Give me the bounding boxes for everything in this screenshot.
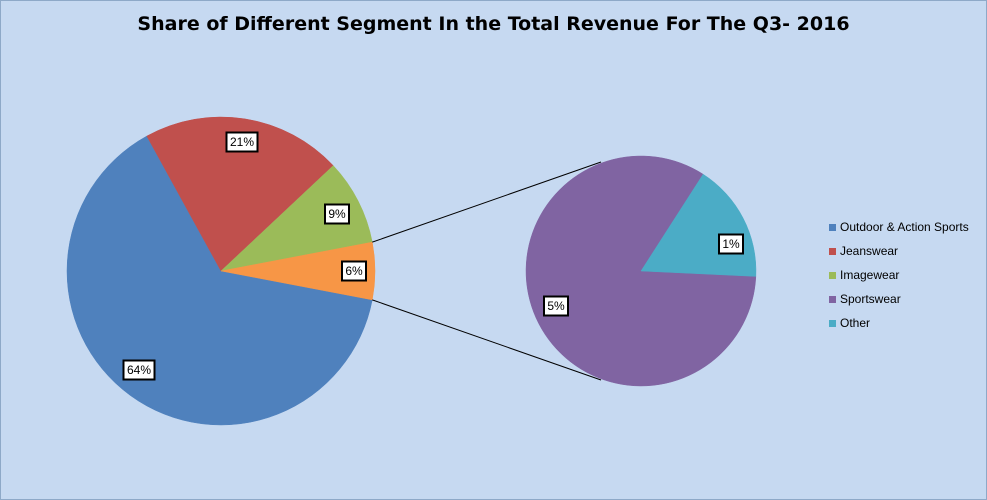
chart-title: Share of Different Segment In the Total … xyxy=(137,13,850,35)
svg-text:5%: 5% xyxy=(547,299,565,313)
legend-swatch xyxy=(829,223,836,231)
pie-slice-outdoor-action-sports xyxy=(66,135,373,426)
legend-label: Outdoor & Action Sports xyxy=(840,220,969,234)
legend-item-imagewear: Imagewear xyxy=(829,263,969,287)
svg-text:9%: 9% xyxy=(328,207,346,221)
legend-label: Jeanswear xyxy=(840,244,899,258)
svg-text:21%: 21% xyxy=(230,135,254,149)
pie-slice-other-combined xyxy=(220,241,376,301)
legend-label: Sportswear xyxy=(840,292,901,306)
data-label-outdoor-action-sports: 64% xyxy=(122,359,156,381)
svg-text:64%: 64% xyxy=(127,363,151,377)
legend-item-outdoor-action-sports: Outdoor & Action Sports xyxy=(829,215,969,239)
legend-label: Imagewear xyxy=(840,268,900,282)
legend-item-sportswear: Sportswear xyxy=(829,287,969,311)
legend-item-other: Other xyxy=(829,311,969,335)
svg-text:1%: 1% xyxy=(722,237,740,251)
connector-line-bottom xyxy=(372,299,602,381)
legend-swatch xyxy=(829,247,836,255)
legend-swatch xyxy=(829,295,836,303)
legend: Outdoor & Action Sports Jeanswear Imagewea… xyxy=(829,215,969,335)
pie-slice-imagewear xyxy=(220,165,373,272)
svg-text:6%: 6% xyxy=(345,264,363,278)
connector-line-top xyxy=(372,161,602,243)
legend-label: Other xyxy=(840,316,871,330)
legend-swatch xyxy=(829,271,836,279)
data-label-imagewear: 9% xyxy=(324,203,350,225)
legend-swatch xyxy=(829,319,836,327)
data-label-jeanswear: 21% xyxy=(225,131,259,153)
pie-slice-jeanswear xyxy=(146,116,334,272)
legend-item-jeanswear: Jeanswear xyxy=(829,239,969,263)
data-label-other: 1% xyxy=(718,233,744,255)
data-label-other-combined: 6% xyxy=(341,260,367,282)
data-label-sportswear: 5% xyxy=(543,295,569,317)
